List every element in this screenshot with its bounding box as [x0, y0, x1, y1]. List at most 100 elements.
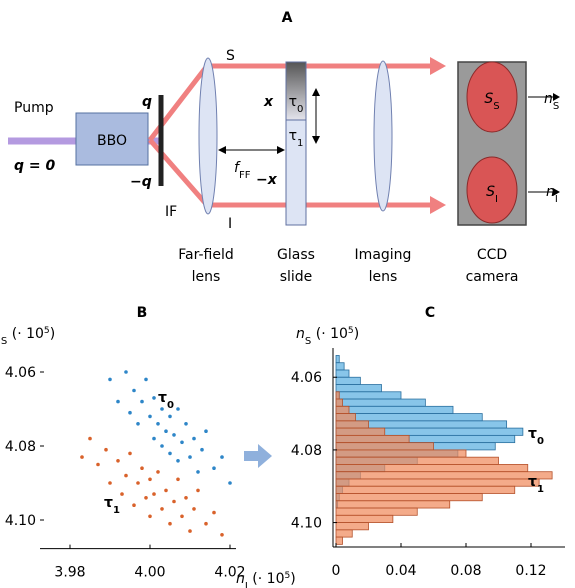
output-label-sub: S — [553, 101, 559, 112]
histogram-bar — [335, 391, 402, 400]
scatter-point — [136, 422, 140, 426]
histogram-bar — [335, 464, 529, 473]
output-label: nI — [546, 184, 558, 205]
scatter-point — [168, 521, 172, 526]
spot-label-sub: S — [493, 101, 499, 112]
x-axis-label: nI (· 105) — [236, 571, 296, 588]
scatter-point — [184, 496, 188, 500]
momentum-minus: −q — [130, 174, 152, 190]
scatter-point — [116, 459, 120, 463]
y-tick-label: 4.10 — [5, 513, 36, 529]
position-minus: −x — [256, 172, 278, 188]
histogram-bar — [335, 384, 382, 393]
lens-label: lens — [369, 269, 398, 285]
scatter-point — [132, 503, 136, 508]
y-tick-label: 4.06 — [5, 365, 36, 381]
x-tick-label: 3.98 — [54, 565, 85, 581]
delay-label-base: τ — [289, 128, 297, 144]
camera-label: CCD — [477, 247, 507, 263]
scatter-point — [152, 396, 156, 400]
delay-label-base: τ — [289, 94, 297, 110]
scatter-point — [156, 470, 160, 474]
delay-label: τ0 — [289, 94, 304, 115]
slide-label: slide — [280, 269, 313, 285]
series-label-sub: 1 — [537, 484, 544, 495]
histogram-bar — [335, 478, 540, 487]
scatter-point — [204, 429, 208, 434]
scatter-point — [152, 492, 156, 496]
series-label-base: τ — [104, 495, 113, 511]
scatter-point — [120, 492, 124, 496]
series-label-base: τ — [158, 390, 167, 406]
y-axis-label: nS (· 105) — [0, 326, 55, 347]
position-plus: x — [263, 94, 274, 110]
histogram-bar — [335, 405, 350, 414]
scatter-point — [136, 481, 140, 485]
histogram-bar — [335, 529, 353, 538]
histogram-bar — [335, 536, 343, 545]
histogram-bar — [335, 442, 434, 451]
focal-label-base: f — [234, 160, 241, 176]
scatter-point — [172, 433, 176, 437]
far-field-lens — [198, 57, 218, 215]
x-axis-label-sub: I — [245, 581, 248, 588]
scatter-point — [188, 455, 192, 459]
spot-label-sub: I — [495, 194, 498, 205]
idler-spot — [466, 156, 518, 224]
scatter-point — [160, 444, 164, 448]
output-label-sub: I — [555, 194, 558, 205]
arrowhead — [312, 136, 320, 144]
y-axis-label-base: n — [296, 326, 305, 342]
scatter-point — [124, 473, 128, 478]
x-axis-label-base: n — [236, 571, 245, 587]
scatter-point — [228, 481, 232, 485]
arrowhead — [218, 146, 226, 154]
scatter-point — [176, 407, 180, 411]
scatter-point — [80, 455, 84, 459]
y-axis-label-sup: 5 — [348, 326, 354, 336]
scatter-point — [164, 488, 168, 493]
panel-title: A — [282, 10, 293, 26]
scatter-point — [88, 436, 92, 441]
scatter-point — [128, 410, 132, 415]
scatter-point — [132, 388, 136, 393]
crystal-label: BBO — [97, 133, 127, 149]
scatter-point — [156, 422, 160, 426]
histogram-bar — [335, 405, 454, 414]
y-axis-label-sup: 5 — [44, 326, 50, 336]
scatter-point — [192, 436, 196, 441]
scatter-point — [108, 481, 112, 485]
x-tick-label: 4.02 — [214, 565, 245, 581]
series-label-sub: 0 — [537, 436, 544, 447]
bbo-crystal — [75, 112, 149, 166]
histogram-bar — [335, 376, 361, 385]
histogram-bar — [335, 362, 345, 371]
scatter-point — [96, 462, 100, 467]
scatter-point — [148, 477, 152, 482]
histogram-bar — [335, 391, 340, 400]
histogram-bar — [335, 413, 483, 422]
idler-label: I — [228, 216, 232, 232]
histogram-bar — [335, 471, 553, 480]
arrowhead — [277, 146, 285, 154]
y-tick-label: 4.06 — [291, 370, 322, 386]
x-tick-label: 0.12 — [515, 563, 546, 579]
histogram-bar — [335, 507, 418, 516]
y-axis-label-rest: (· 10 — [7, 326, 44, 342]
scatter-point — [220, 455, 224, 459]
spot-label: SS — [484, 91, 499, 112]
scatter-point — [176, 459, 180, 463]
arrow-head — [258, 444, 272, 468]
y-tick-label: 4.08 — [291, 443, 322, 459]
histogram-bar — [335, 485, 516, 494]
x-axis-label-end: ) — [290, 571, 295, 587]
scatter-point — [108, 377, 112, 382]
scatter-point — [184, 422, 188, 426]
y-axis-label-end: ) — [354, 326, 359, 342]
scatter-point — [128, 451, 132, 456]
histogram-bar — [335, 413, 356, 422]
scatter-point — [140, 466, 144, 471]
scatter-point — [180, 514, 184, 519]
histogram-bar — [335, 514, 394, 523]
